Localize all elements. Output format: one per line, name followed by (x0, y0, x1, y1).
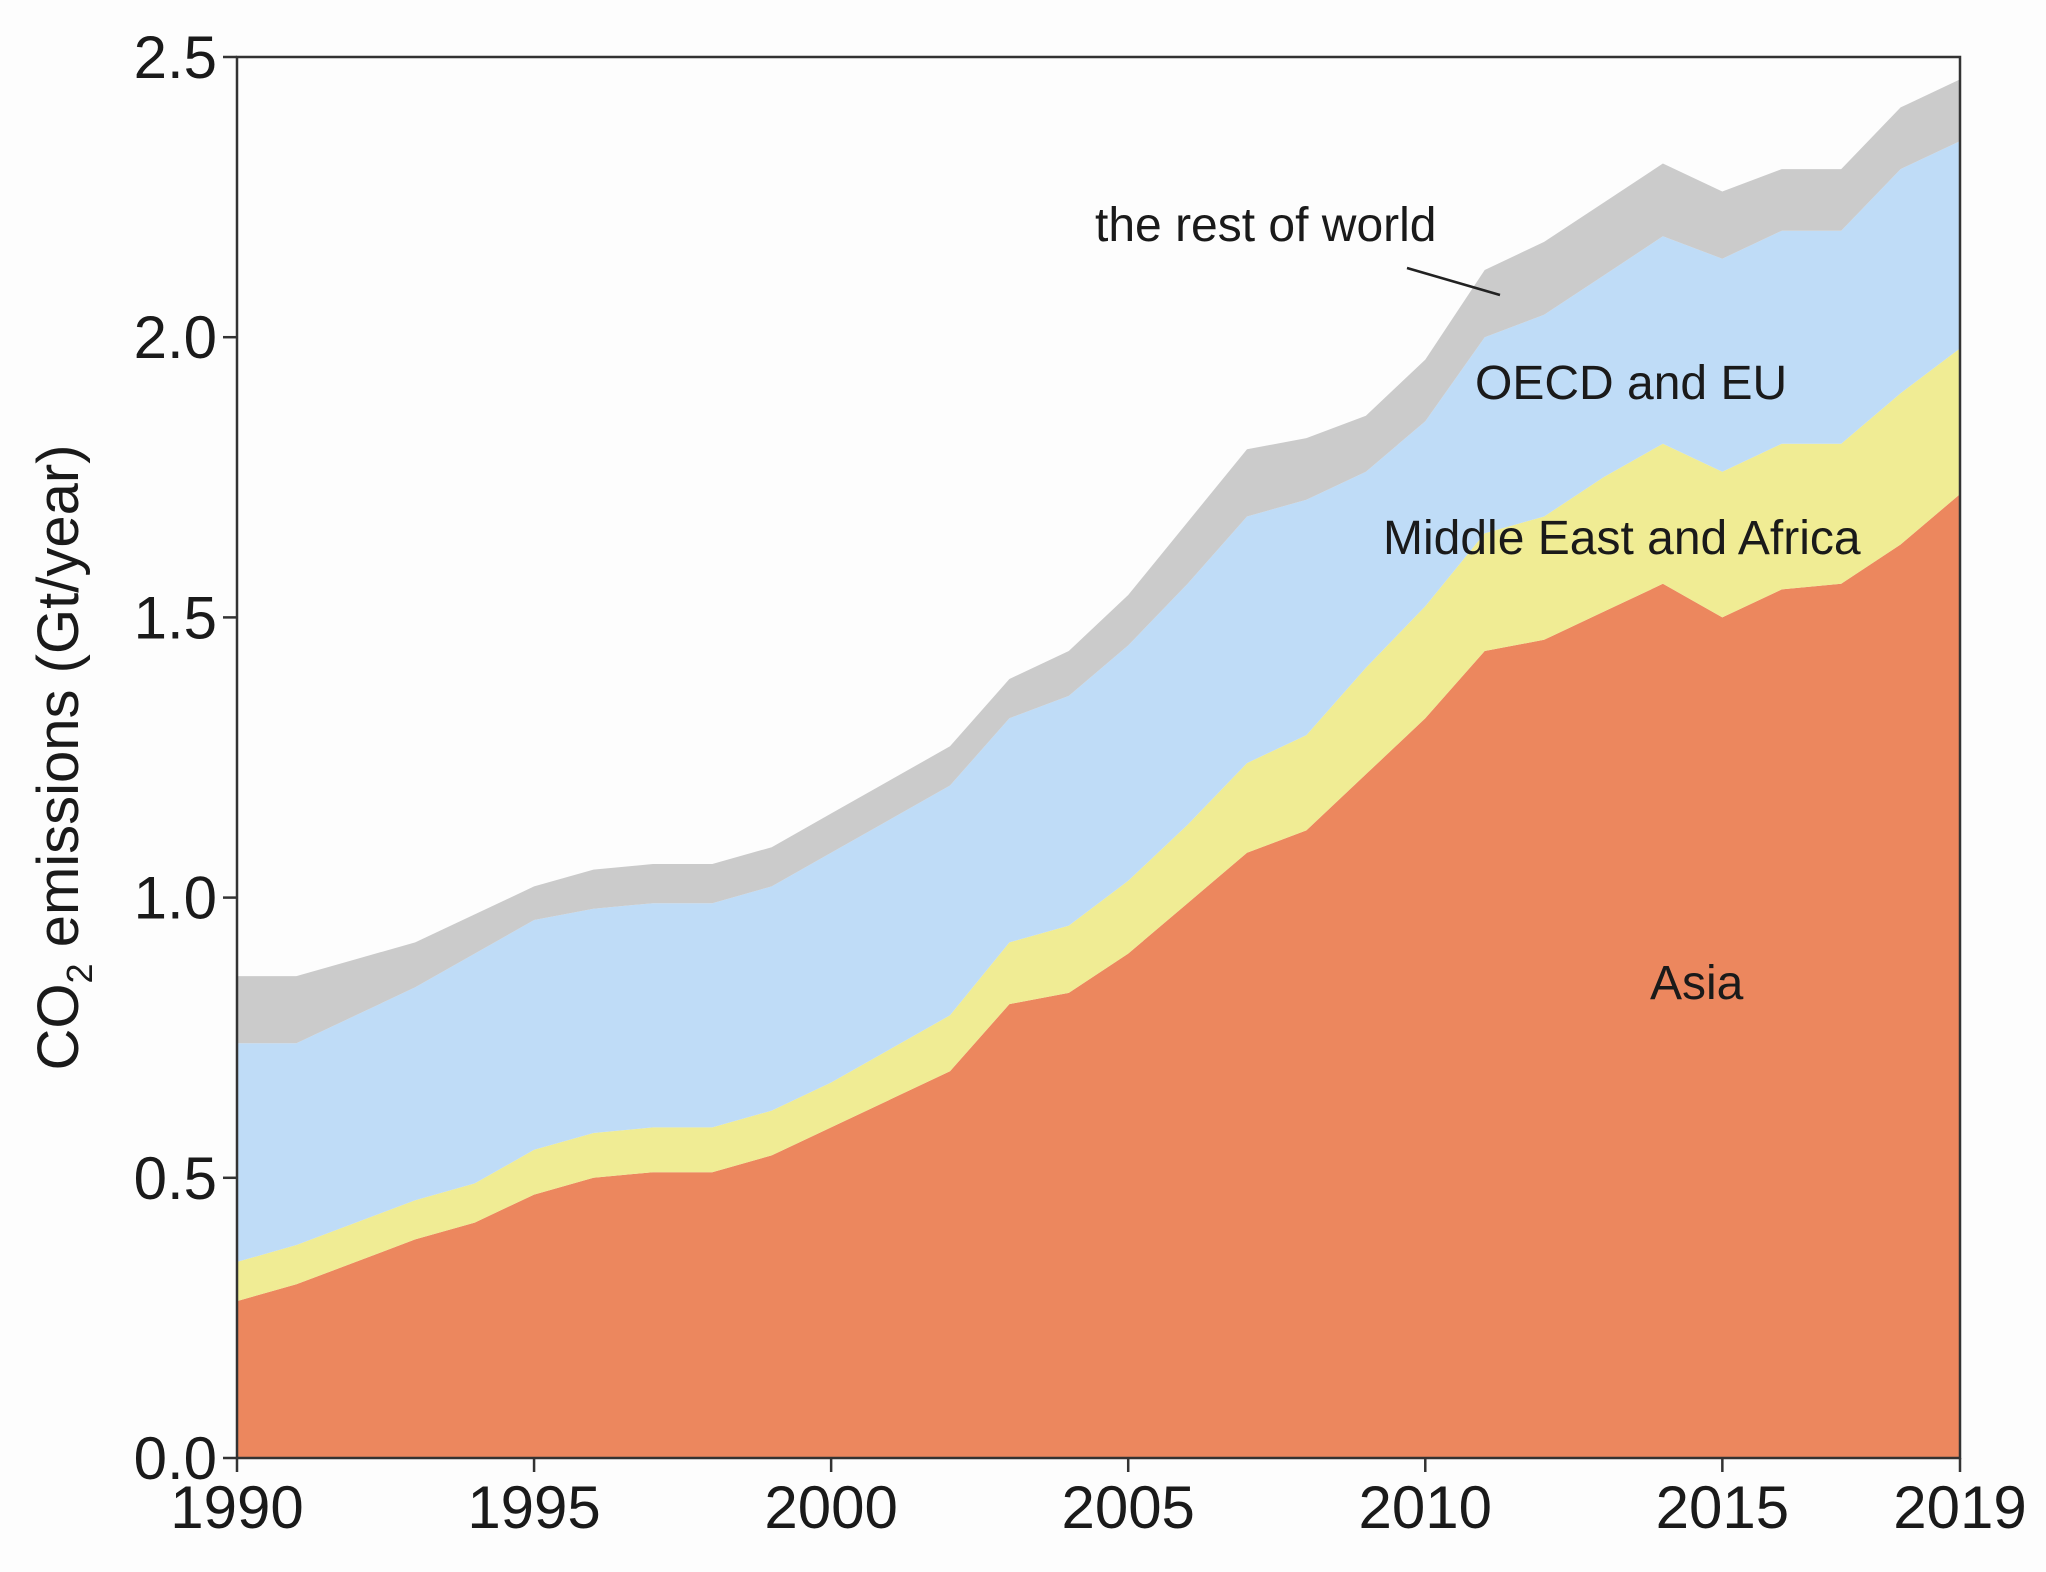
area-middle-east-and-africa (237, 348, 1960, 1302)
x-tick-label: 2010 (1359, 1474, 1492, 1541)
annotation-middle-east-africa: Middle East and Africa (1383, 512, 1861, 565)
y-tick-label: 2.0 (134, 304, 217, 371)
y-axis-title: CO2 emissions (Gt/year) (26, 445, 100, 1071)
annotation-oecd-eu: OECD and EU (1475, 357, 1787, 410)
y-tick-label: 0.5 (134, 1145, 217, 1212)
y-axis-title-subscript: 2 (59, 963, 100, 983)
y-axis-title-suffix: emissions (Gt/year) (26, 445, 91, 964)
y-tick-label: 0.0 (134, 1425, 217, 1492)
plot-frame (235, 55, 1962, 1460)
x-tick-label: 1995 (467, 1474, 600, 1541)
axis-ticks: 0.0 0.5 1.0 1.5 2.0 2.5 1990 1995 2000 2005 2010 20… (134, 24, 2027, 1541)
y-tick-label: 2.5 (134, 24, 217, 91)
area-oecd-and-eu (237, 141, 1960, 1262)
y-axis-title-prefix: CO (26, 983, 91, 1070)
annotation-asia: Asia (1650, 957, 1744, 1010)
x-tick-label: 1990 (170, 1474, 303, 1541)
stacked-areas (237, 79, 1960, 1459)
y-tick-label: 1.0 (134, 865, 217, 932)
x-tick-label: 2015 (1656, 1474, 1789, 1541)
annotation-leader-line (1406, 266, 1501, 297)
y-tick-label: 1.5 (134, 584, 217, 651)
x-tick-label: 2000 (764, 1474, 897, 1541)
area-asia (237, 494, 1960, 1459)
area-the-rest-of-world (237, 79, 1960, 1044)
x-tick-label: 2005 (1061, 1474, 1194, 1541)
x-tick-label: 2019 (1893, 1474, 2026, 1541)
annotation-rest-of-world: the rest of world (1095, 199, 1436, 252)
